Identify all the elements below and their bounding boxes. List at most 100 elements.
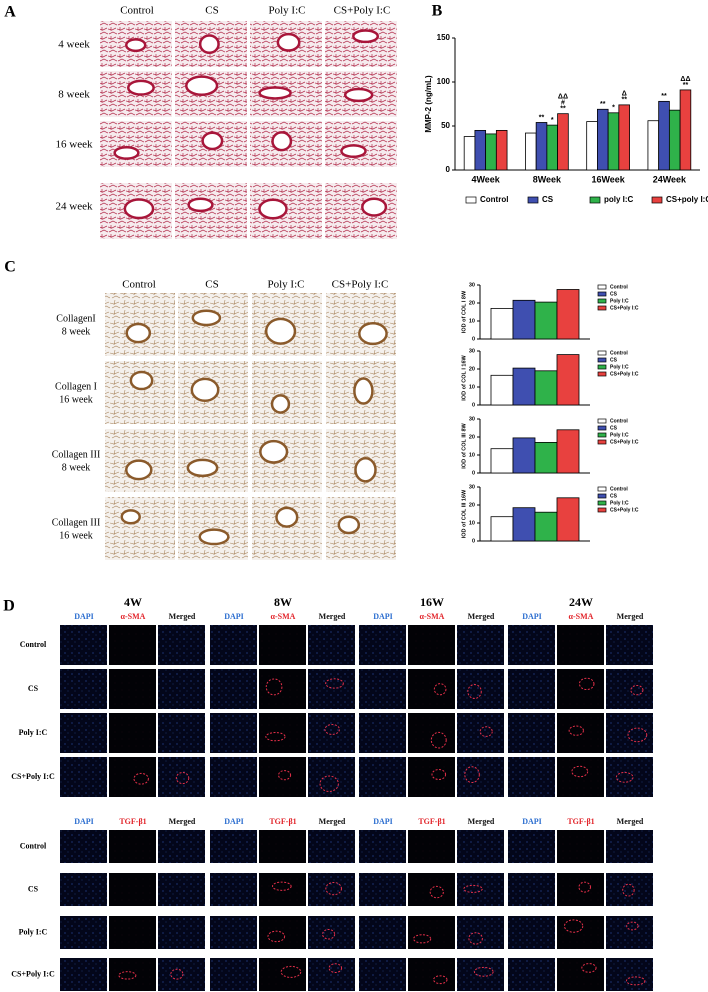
y-tick-label: 0 [472, 538, 475, 544]
y-tick-label: 150 [437, 33, 451, 42]
significance-mark: ** [683, 82, 689, 89]
significance-mark: # [561, 100, 565, 107]
row-label: 4 week [58, 39, 90, 51]
micrograph [259, 757, 306, 797]
legend-label: CS+Poly I:C [610, 507, 639, 513]
time-point: 24W [569, 595, 593, 609]
micrograph [408, 669, 455, 709]
airway [328, 963, 343, 973]
channel-label: α-SMA [420, 612, 445, 621]
micrograph [457, 830, 504, 863]
micrograph [252, 361, 322, 424]
bar [557, 113, 569, 171]
legend-label: Control [610, 486, 628, 492]
row-label: Poly I:C [19, 728, 48, 737]
significance-mark: ΔΔ [558, 94, 568, 101]
airway [354, 457, 377, 483]
y-tick-label: 10 [469, 318, 475, 324]
row-label: Control [20, 640, 47, 649]
y-tick-label: 20 [469, 366, 475, 372]
micrograph [557, 669, 604, 709]
x-tick-label: 24Week [653, 174, 687, 184]
y-tick-label: 30 [469, 416, 475, 422]
bar [474, 129, 487, 171]
column-header: Poly I:C [268, 279, 305, 291]
airway [615, 771, 634, 783]
legend-label: Control [610, 350, 628, 356]
airway [625, 976, 646, 986]
panel-label: D [3, 598, 15, 615]
channel-label: TGF-β1 [119, 817, 146, 826]
airway [358, 321, 388, 346]
y-tick-label: 0 [472, 402, 475, 408]
legend-swatch [597, 493, 607, 499]
channel-label: DAPI [224, 817, 244, 826]
legend-swatch [651, 196, 663, 204]
column-header: CS+Poly I:C [334, 5, 391, 17]
y-tick-label: 10 [469, 520, 475, 526]
micrograph [606, 958, 653, 991]
bar [534, 441, 558, 474]
micrograph [557, 757, 604, 797]
micrograph [557, 830, 604, 863]
bar [556, 289, 580, 340]
channel-label: DAPI [373, 612, 393, 621]
micrograph [259, 625, 306, 665]
bar [512, 299, 536, 340]
y-tick-label: 20 [469, 502, 475, 508]
row-label: CS+Poly I:C [11, 772, 55, 781]
micrograph [158, 873, 205, 906]
micrograph [109, 916, 156, 949]
airway [280, 965, 302, 978]
airway [133, 772, 149, 785]
micrograph [60, 958, 107, 991]
micrograph [408, 958, 455, 991]
micrograph [408, 625, 455, 665]
y-tick-label: 0 [472, 336, 475, 342]
row-label: CS [28, 884, 39, 893]
airway [322, 928, 336, 940]
airway [626, 921, 639, 931]
micrograph [308, 916, 355, 949]
micrograph [408, 830, 455, 863]
y-tick-label: 30 [469, 348, 475, 354]
airway [463, 884, 483, 893]
micrograph [457, 958, 504, 991]
bar [618, 104, 630, 171]
micrograph [457, 757, 504, 797]
y-axis-label: IOD of COL I 16W [461, 354, 467, 400]
airway [270, 394, 291, 414]
micrograph [60, 916, 107, 949]
airway [125, 322, 152, 344]
micrograph [109, 669, 156, 709]
micrograph [210, 873, 257, 906]
legend-label: CS [610, 493, 618, 499]
airway [568, 725, 584, 736]
airway [353, 377, 374, 405]
channel-label: DAPI [224, 612, 244, 621]
row-label: 8 week [62, 326, 91, 337]
y-tick-label: 0 [446, 165, 451, 174]
airway [272, 881, 292, 891]
row-label: CS [28, 684, 39, 693]
micrograph [308, 625, 355, 665]
legend-label: Poly I:C [610, 500, 629, 506]
legend-swatch [597, 507, 607, 513]
airway [433, 683, 447, 696]
micrograph [606, 625, 653, 665]
bar [512, 367, 536, 406]
significance-mark: ** [560, 106, 566, 113]
bar [490, 448, 514, 474]
micrograph [457, 916, 504, 949]
airway [413, 934, 432, 944]
airway [352, 29, 380, 44]
panel-label: C [4, 259, 16, 276]
airway [265, 732, 286, 742]
bar [490, 374, 514, 406]
bar [485, 133, 497, 171]
legend-label: poly I:C [604, 195, 634, 204]
micrograph [158, 713, 205, 753]
y-axis-label: MMP-2 (ng/mL) [424, 75, 433, 133]
airway [578, 881, 592, 893]
legend-swatch [597, 298, 607, 304]
